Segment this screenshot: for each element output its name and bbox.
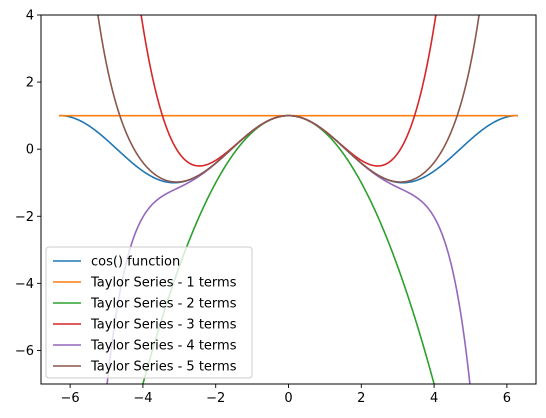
x-axis: −6 −4 −2 0 2 4 6 [61,384,511,406]
x-tick-label: 2 [357,391,365,406]
x-tick-label: 6 [503,391,511,406]
x-tick-label: 4 [430,391,438,406]
series-line-5 [97,15,480,183]
y-tick-label: −6 [15,344,34,359]
y-tick-label: 0 [26,143,34,158]
x-tick-label: 0 [284,391,292,406]
x-tick-label: −2 [206,391,225,406]
legend-label: Taylor Series - 3 terms [90,318,237,333]
legend-label: Taylor Series - 2 terms [90,297,237,312]
y-tick-label: 4 [26,9,34,24]
y-axis: −6 −4 −2 0 2 4 [15,9,41,359]
x-tick-label: −6 [61,391,80,406]
y-tick-label: −4 [15,277,34,292]
legend-label: cos() function [91,255,180,270]
x-tick-label: −4 [133,391,152,406]
legend-label: Taylor Series - 5 terms [90,360,237,375]
legend-box [45,246,253,379]
series-layer [59,15,518,384]
y-tick-label: 2 [26,76,34,91]
legend: cos() function Taylor Series - 1 terms Tay… [45,246,253,379]
legend-label: Taylor Series - 1 terms [90,276,237,291]
y-tick-label: −2 [15,210,34,225]
legend-label: Taylor Series - 4 terms [90,339,237,354]
